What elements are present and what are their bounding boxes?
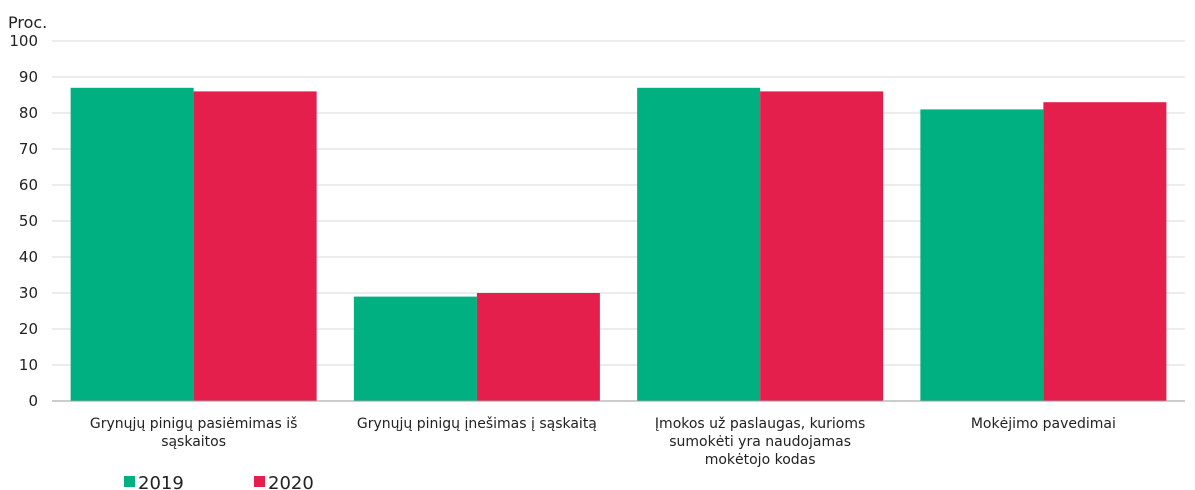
- category-label: Įmokos už paslaugas, kurioms sumokėti yra…: [655, 416, 865, 468]
- legend-swatch-2019: [124, 476, 135, 487]
- y-axis-ticks: 0 10 20 30 40 50 60 70 80 90 100: [9, 32, 38, 410]
- y-tick-label: 60: [19, 176, 38, 194]
- legend-label-2019: 2019: [138, 473, 184, 490]
- y-axis-unit-label: Proc.: [8, 13, 47, 32]
- y-tick-label: 10: [19, 356, 38, 374]
- y-tick-label: 50: [19, 212, 38, 230]
- category-labels: Grynųjų pinigų pasiėmimas iš sąskaitosGry…: [90, 416, 1116, 468]
- y-tick-label: 100: [9, 32, 38, 50]
- y-tick-label: 20: [19, 320, 38, 338]
- legend-swatch-2020: [254, 476, 265, 487]
- category-label-line: sąskaitos: [161, 434, 226, 450]
- y-tick-label: 80: [19, 104, 38, 122]
- bar-2019-2: [353, 296, 477, 401]
- category-label-line: Įmokos už paslaugas, kurioms: [655, 416, 865, 432]
- category-label: Mokėjimo pavedimai: [971, 416, 1116, 432]
- bar-2020-2: [476, 293, 600, 401]
- legend: 2019 2020: [124, 473, 314, 490]
- category-label-line: sumokėti yra naudojamas: [669, 434, 851, 450]
- bar-2019-3: [637, 87, 761, 402]
- bar-2020-1: [193, 91, 317, 402]
- y-tick-label: 90: [19, 68, 38, 86]
- bar-2019-4: [920, 109, 1044, 402]
- bar-2019-1: [70, 87, 194, 402]
- category-label-line: mokėtojo kodas: [705, 452, 816, 468]
- bar-2020-3: [760, 91, 884, 402]
- y-tick-label: 70: [19, 140, 38, 158]
- legend-label-2020: 2020: [268, 473, 314, 490]
- category-label-line: Grynųjų pinigų įnešimas į sąskaitą: [357, 416, 597, 432]
- category-label: Grynųjų pinigų pasiėmimas iš sąskaitos: [90, 416, 298, 450]
- bar-2020-4: [1043, 102, 1167, 401]
- y-tick-label: 0: [28, 392, 38, 410]
- y-tick-label: 40: [19, 248, 38, 266]
- category-label-line: Grynųjų pinigų pasiėmimas iš: [90, 416, 298, 432]
- bars: [70, 87, 1167, 402]
- category-label: Grynųjų pinigų įnešimas į sąskaitą: [357, 416, 597, 432]
- y-tick-label: 30: [19, 284, 38, 302]
- category-label-line: Mokėjimo pavedimai: [971, 416, 1116, 432]
